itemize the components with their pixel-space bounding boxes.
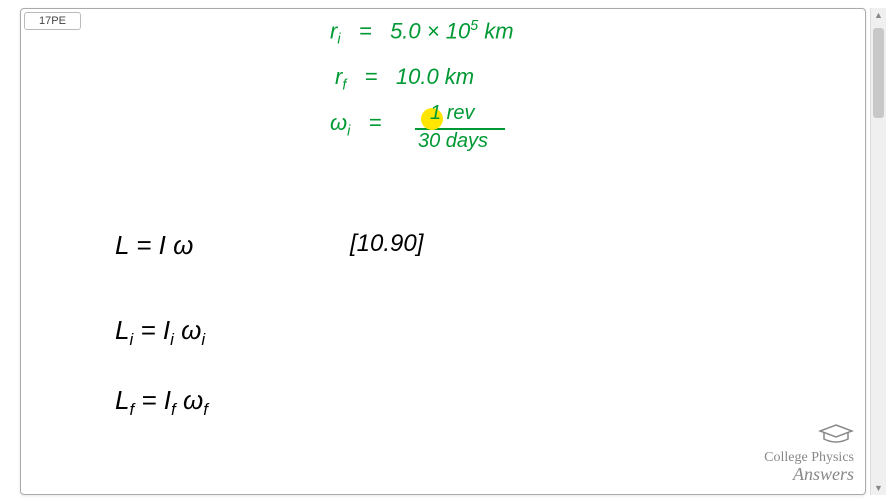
brand-line2: Answers [764, 465, 854, 485]
rf-line: rf = 10.0 km [335, 64, 474, 93]
graduation-cap-icon [764, 423, 854, 450]
eq-Li: Li = Ii ωi [115, 315, 205, 350]
scrollbar[interactable]: ▲ ▼ [870, 8, 886, 495]
wi-denominator: 30 days [418, 130, 488, 153]
eq-ref: [10.90] [350, 230, 423, 258]
problem-label: 17PE [24, 12, 81, 30]
ri-line: ri = 5.0 × 105 km [330, 18, 514, 48]
brand-logo: College Physics Answers [764, 423, 854, 485]
scroll-up-icon[interactable]: ▲ [871, 8, 886, 22]
brand-line1: College Physics [764, 450, 854, 465]
wi-symbol: ωi = [330, 110, 382, 139]
scroll-down-icon[interactable]: ▼ [871, 481, 886, 495]
eq-Lf: Lf = If ωf [115, 385, 208, 420]
wi-numerator: 1 rev [430, 102, 474, 125]
eq-L-def: L = I ω [115, 230, 193, 261]
scrollbar-thumb[interactable] [873, 28, 884, 118]
